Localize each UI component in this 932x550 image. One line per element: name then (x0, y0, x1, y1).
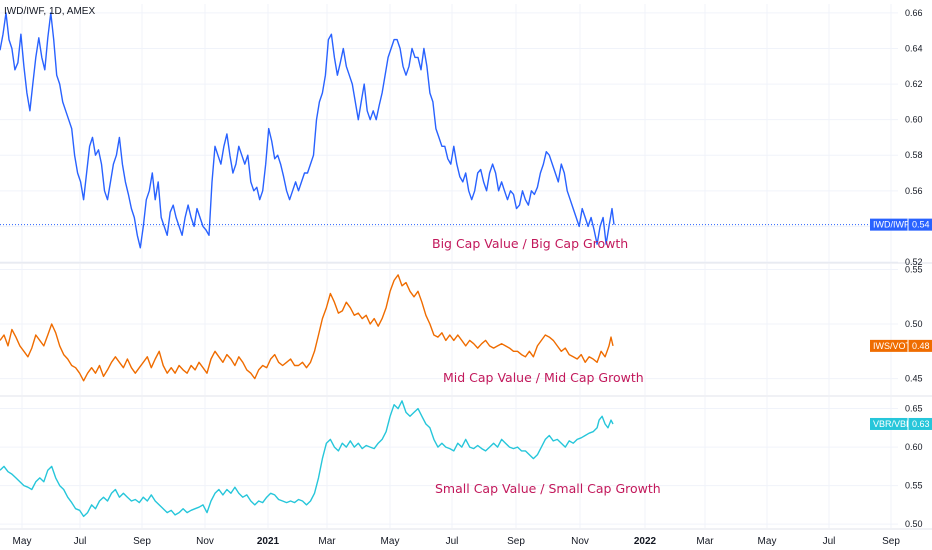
last-value-badge (908, 417, 932, 430)
pane-big-cap: 0.660.640.620.600.580.560.540.52IWD/IWF0… (0, 8, 932, 267)
series-line-iws-vot[interactable] (0, 274, 614, 382)
y-tick-label: 0.64 (905, 43, 923, 53)
y-tick-label: 0.65 (905, 404, 923, 414)
x-tick-label: 2022 (634, 536, 657, 547)
series-name-badge (870, 339, 908, 352)
pane-separators (0, 262, 932, 530)
x-tick-label: Sep (133, 536, 151, 547)
y-tick-label: 0.60 (905, 442, 923, 452)
grid-lines (0, 4, 898, 528)
x-tick-label: May (758, 536, 777, 547)
y-tick-label: 0.50 (905, 519, 923, 529)
x-tick-label: Mar (318, 536, 336, 547)
y-tick-label: 0.55 (905, 481, 923, 491)
pane-title-small-cap: Small Cap Value / Small Cap Growth (435, 481, 661, 496)
pane-small-cap: 0.65 0.60 0.55 0.50 VBR/VBK 0.63 Small Cap Val… (0, 400, 932, 529)
x-tick-label: Mar (696, 536, 714, 547)
x-tick-label: May (381, 536, 400, 547)
y-tick-label: 0.60 (905, 115, 923, 125)
series-name-label: IWS/VOT (873, 341, 912, 351)
series-name-label: IWD/IWF (873, 220, 910, 230)
last-value-label: 0.63 (912, 419, 930, 429)
x-tick-label: May (13, 536, 32, 547)
x-tick-label: 2021 (257, 536, 280, 547)
y-tick-label: 0.58 (905, 150, 923, 160)
x-tick-label: Jul (446, 536, 459, 547)
last-value-badge (908, 218, 932, 231)
series-name-badge (870, 218, 908, 231)
series-name-badge (870, 417, 908, 430)
x-tick-label: Nov (196, 536, 214, 547)
series-name-label: VBR/VBK (873, 419, 912, 429)
y-tick-label: 0.50 (905, 319, 923, 329)
x-tick-label: Jul (74, 536, 87, 547)
last-value-label: 0.48 (912, 341, 930, 351)
x-tick-label: Sep (882, 536, 900, 547)
y-tick-label: 0.52 (905, 257, 923, 267)
series-line-vbr-vbk[interactable] (0, 400, 614, 518)
series-line-iwd-iwf[interactable] (0, 12, 615, 249)
y-tick-label: 0.62 (905, 79, 923, 89)
pane-mid-cap: 0.55 0.50 0.45 IWS/VOT 0.48 Mid Cap Value / M… (0, 264, 932, 385)
x-tick-label: Sep (507, 536, 525, 547)
y-tick-label: 0.56 (905, 186, 923, 196)
chart-symbol-header[interactable]: IWD/IWF, 1D, AMEX (4, 6, 95, 17)
x-tick-label: Nov (571, 536, 589, 547)
y-tick-label: 0.55 (905, 264, 923, 274)
last-value-label: 0.54 (912, 220, 930, 230)
pane-title-mid-cap: Mid Cap Value / Mid Cap Growth (443, 370, 644, 385)
pane-title-big-cap: Big Cap Value / Big Cap Growth (432, 236, 628, 251)
x-tick-label: Jul (823, 536, 836, 547)
y-tick-label: 0.66 (905, 8, 923, 18)
x-axis: May Jul Sep Nov 2021 Mar May Jul Sep Nov 2022 Mar Ma… (13, 536, 901, 547)
last-value-badge (908, 339, 932, 352)
y-tick-label: 0.45 (905, 374, 923, 384)
